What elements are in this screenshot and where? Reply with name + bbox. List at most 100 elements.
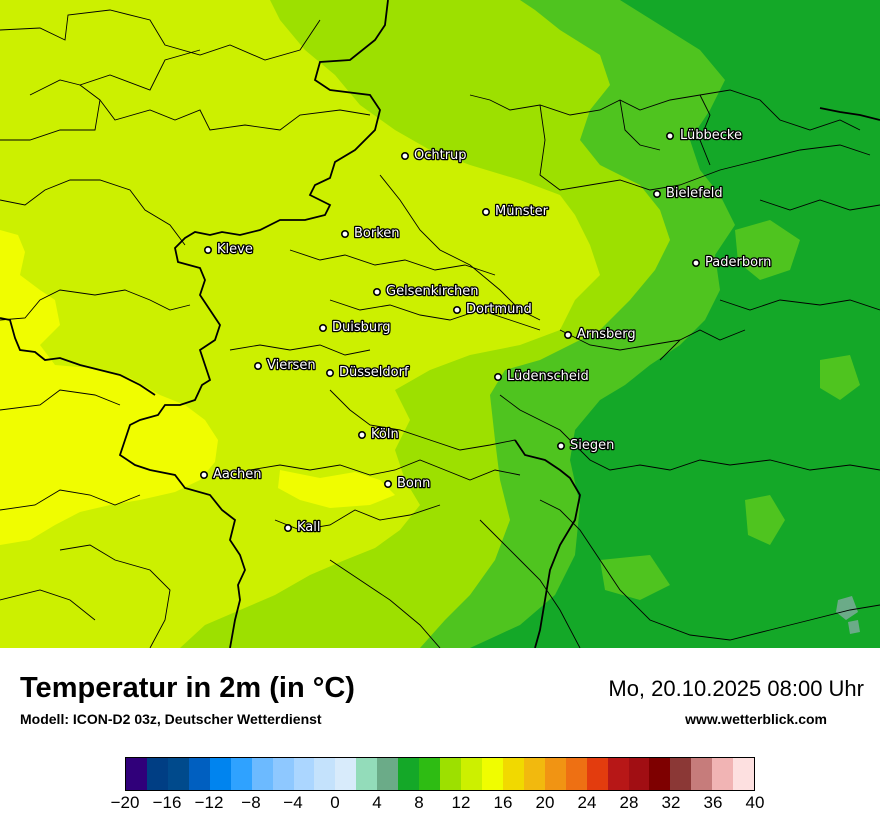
city-ochtrup[interactable]: Ochtrup	[400, 147, 468, 164]
city-gelsenkirchen[interactable]: Gelsenkirchen	[372, 283, 480, 300]
map-footer: Temperatur in 2m (in °C) Modell: ICON-D2…	[0, 648, 880, 830]
svg-text:Aachen: Aachen	[213, 467, 261, 482]
color-scale-segment	[398, 758, 420, 790]
temp-field-6	[848, 620, 860, 634]
district-borders	[0, 9, 880, 648]
map-canvas: Lübbecke Ochtrup Bielefeld Münster Borke…	[0, 0, 880, 648]
svg-text:Düsseldorf: Düsseldorf	[339, 365, 409, 380]
svg-text:Gelsenkirchen: Gelsenkirchen	[386, 284, 479, 299]
color-scale-tick-label: 0	[330, 793, 340, 812]
color-scale-segment	[481, 758, 503, 790]
color-scale-tick-label: 8	[414, 793, 424, 812]
city-kleve[interactable]: Kleve	[204, 241, 254, 258]
city-arnsberg[interactable]: Arnsberg	[563, 326, 637, 343]
color-scale-tick-label: 12	[451, 793, 471, 812]
color-scale-bar	[125, 757, 755, 791]
color-scale-segment	[230, 758, 252, 790]
color-scale-segment	[188, 758, 210, 790]
color-scale-tick-label: −16	[152, 793, 182, 812]
color-scale-segment	[628, 758, 650, 790]
color-scale-segment	[649, 758, 671, 790]
color-scale-segment	[670, 758, 692, 790]
city-siegen[interactable]: Siegen	[556, 437, 616, 454]
temp-field-10	[735, 220, 800, 280]
color-scale-segment	[502, 758, 524, 790]
svg-text:Kall: Kall	[297, 520, 321, 535]
color-scale-segment	[461, 758, 482, 790]
city-koeln[interactable]: Köln	[357, 426, 400, 443]
color-scale-tick-label: 24	[577, 793, 597, 812]
color-scale-segment	[586, 758, 608, 790]
color-scale-tick-label: −4	[283, 793, 303, 812]
color-scale-tick-label: 20	[535, 793, 555, 812]
color-scale-tick-label: 28	[619, 793, 639, 812]
color-scale-segment	[209, 758, 231, 790]
city-dortmund[interactable]: Dortmund	[452, 301, 533, 318]
city-bonn[interactable]: Bonn	[383, 475, 432, 492]
color-scale-tick-label: −20	[110, 793, 140, 812]
map-title: Temperatur in 2m (in °C)	[20, 672, 355, 704]
temp-field-6	[836, 596, 858, 620]
svg-text:Borken: Borken	[354, 226, 400, 241]
svg-text:Bonn: Bonn	[397, 476, 430, 491]
city-markers: Lübbecke Ochtrup Bielefeld Münster Borke…	[200, 127, 773, 536]
color-scale-segment	[272, 758, 294, 790]
svg-text:Ochtrup: Ochtrup	[414, 148, 467, 163]
color-scale-segment	[691, 758, 713, 790]
color-scale-segment	[293, 758, 315, 790]
color-scale-segment	[377, 758, 399, 790]
website-credit[interactable]: www.wetterblick.com	[685, 711, 827, 727]
color-scale-segment	[251, 758, 273, 790]
color-scale-segment	[523, 758, 545, 790]
svg-text:Bielefeld: Bielefeld	[666, 186, 723, 201]
svg-text:Lüdenscheid: Lüdenscheid	[507, 369, 589, 384]
temp-field-10	[745, 495, 785, 545]
svg-text:Kleve: Kleve	[217, 242, 253, 257]
city-aachen[interactable]: Aachen	[200, 466, 263, 483]
color-scale-segment	[126, 758, 147, 790]
forecast-datetime: Mo, 20.10.2025 08:00 Uhr	[608, 676, 864, 701]
city-borken[interactable]: Borken	[340, 225, 401, 242]
color-scale-segment	[356, 758, 378, 790]
temp-field-16	[0, 230, 218, 545]
city-bielefeld[interactable]: Bielefeld	[652, 185, 724, 202]
color-scale-tick-label: 36	[703, 793, 723, 812]
color-scale-segment	[607, 758, 629, 790]
color-scale-segment	[544, 758, 566, 790]
temp-field-10	[820, 355, 860, 400]
color-scale-tick-label: 32	[661, 793, 681, 812]
color-scale-segment	[565, 758, 587, 790]
state-borders	[0, 0, 880, 648]
city-luedenscheid[interactable]: Lüdenscheid	[493, 368, 590, 385]
city-viersen[interactable]: Viersen	[254, 357, 317, 374]
city-duisburg[interactable]: Duisburg	[318, 319, 392, 336]
svg-text:Duisburg: Duisburg	[332, 320, 391, 335]
svg-text:Lübbecke: Lübbecke	[680, 128, 742, 143]
svg-text:Dortmund: Dortmund	[466, 302, 532, 317]
temp-field-16	[278, 470, 395, 508]
color-scale-tick-label: 16	[493, 793, 513, 812]
color-scale-tick-label: 40	[745, 793, 765, 812]
svg-text:Viersen: Viersen	[267, 358, 316, 373]
city-kall[interactable]: Kall	[283, 519, 322, 536]
color-scale-segment	[712, 758, 734, 790]
svg-text:Paderborn: Paderborn	[705, 255, 771, 270]
color-scale-segment	[167, 758, 189, 790]
color-scale-tick-label: −12	[194, 793, 224, 812]
svg-text:Münster: Münster	[495, 204, 549, 219]
svg-text:Köln: Köln	[371, 427, 399, 442]
svg-text:Siegen: Siegen	[570, 438, 614, 453]
color-scale-segment	[419, 758, 441, 790]
color-scale-segment	[335, 758, 357, 790]
temperature-map[interactable]: Lübbecke Ochtrup Bielefeld Münster Borke…	[0, 0, 880, 648]
model-source: Modell: ICON-D2 03z, Deutscher Wetterdie…	[20, 711, 322, 727]
city-muenster[interactable]: Münster	[481, 203, 550, 220]
color-scale-segment	[314, 758, 336, 790]
city-duesseldorf[interactable]: Düsseldorf	[325, 364, 410, 381]
city-paderborn[interactable]: Paderborn	[691, 254, 773, 271]
color-scale-ticks: −20 −16 −12 −8 −4 0 4 8 12 16 20 24 28 32 36 40	[111, 793, 765, 823]
color-scale-segment	[146, 758, 168, 790]
color-scale-tick-label: −8	[241, 793, 261, 812]
city-luebbecke[interactable]: Lübbecke	[665, 127, 743, 144]
svg-text:Arnsberg: Arnsberg	[577, 327, 636, 342]
